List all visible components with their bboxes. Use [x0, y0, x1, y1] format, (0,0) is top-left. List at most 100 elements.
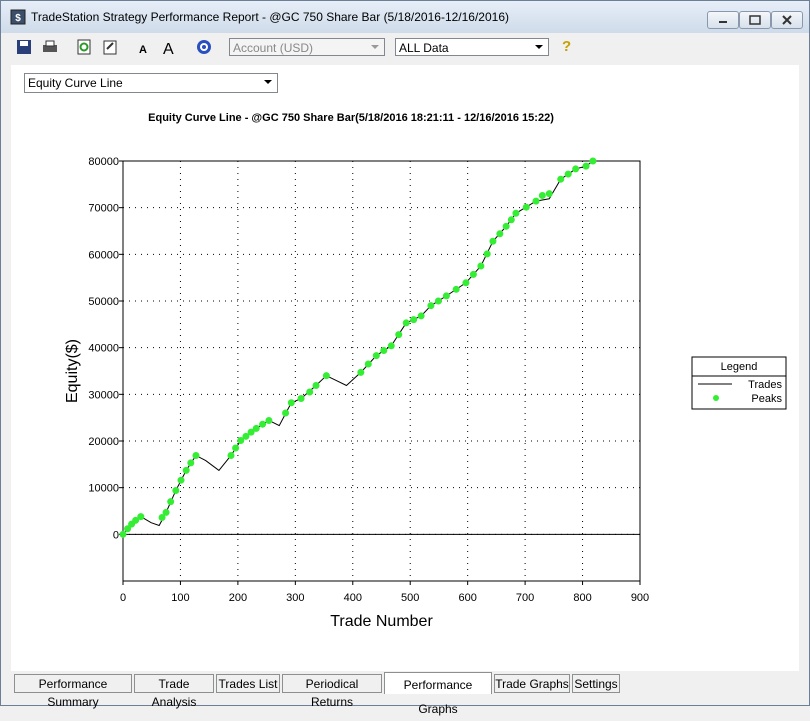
peak-point	[187, 459, 195, 467]
peak-point	[572, 165, 580, 173]
peak-point	[172, 486, 180, 494]
peak-point	[477, 262, 485, 270]
tab[interactable]: Settings	[572, 674, 620, 693]
peak-point	[410, 316, 418, 324]
x-tick-label: 100	[171, 592, 189, 604]
peak-point	[232, 444, 240, 452]
graph-type-text: Equity Curve Line	[28, 76, 123, 90]
peak-point	[177, 476, 185, 484]
tab[interactable]: Periodical Returns	[282, 674, 382, 709]
peak-point	[589, 157, 597, 165]
peak-point	[312, 381, 320, 389]
svg-text:$: $	[15, 13, 21, 24]
peak-point	[417, 312, 425, 320]
help-button[interactable]: ?	[562, 38, 572, 55]
legend-swatch	[713, 395, 719, 401]
legend-label: Trades	[748, 379, 782, 391]
peak-point	[496, 230, 504, 238]
peak-point	[132, 516, 140, 524]
x-tick-label: 800	[573, 592, 591, 604]
y-tick-label: 40000	[88, 343, 119, 355]
x-axis-label: Trade Number	[330, 613, 433, 630]
y-tick-label: 0	[113, 529, 119, 541]
y-tick-label: 30000	[88, 389, 119, 401]
account-combo[interactable]: Account (USD)	[229, 38, 385, 56]
peak-point	[162, 508, 170, 516]
svg-text:A: A	[139, 44, 147, 55]
print-button[interactable]	[41, 39, 59, 55]
minimize-button[interactable]	[707, 11, 739, 29]
window-title: TradeStation Strategy Performance Report…	[31, 10, 509, 24]
peak-point	[306, 388, 314, 396]
peak-point	[469, 270, 477, 278]
peak-point	[402, 319, 410, 327]
tab[interactable]: Trades List	[216, 674, 280, 693]
x-tick-label: 700	[516, 592, 534, 604]
peak-point	[124, 525, 132, 533]
peak-point	[259, 420, 267, 428]
chart-title: Equity Curve Line - @GC 750 Share Bar(5/…	[148, 112, 554, 124]
y-tick-label: 70000	[88, 203, 119, 215]
peak-point	[364, 360, 372, 368]
peak-point	[442, 292, 450, 300]
peak-point	[237, 437, 245, 445]
properties-button[interactable]	[101, 39, 119, 55]
toolbar: A A Account (USD) ALL Data ?	[7, 35, 803, 61]
y-tick-label: 60000	[88, 249, 119, 261]
peak-point	[538, 192, 546, 200]
peak-point	[522, 203, 530, 211]
peak-point	[265, 416, 273, 424]
peak-point	[395, 331, 403, 339]
peak-point	[387, 342, 395, 350]
font-smaller-button[interactable]: A	[135, 39, 153, 55]
legend-box	[691, 356, 787, 410]
peak-point	[167, 498, 175, 506]
x-tick-label: 400	[344, 592, 362, 604]
peak-point	[557, 175, 565, 183]
peak-point	[512, 209, 520, 217]
save-button[interactable]	[15, 39, 33, 55]
peak-point	[532, 197, 540, 205]
peak-point	[282, 409, 290, 417]
peak-point	[462, 279, 470, 287]
peak-point	[192, 451, 200, 459]
y-tick-label: 20000	[88, 436, 119, 448]
account-text: Account (USD)	[233, 41, 314, 55]
target-button[interactable]	[195, 39, 213, 55]
x-tick-label: 900	[631, 592, 649, 604]
peak-point	[137, 513, 145, 521]
legend-title: Legend	[721, 361, 758, 373]
graph-type-combo[interactable]: Equity Curve Line	[24, 73, 278, 93]
peak-point	[380, 346, 388, 354]
maximize-button[interactable]	[739, 11, 771, 29]
peak-point	[427, 302, 435, 310]
peak-point	[502, 222, 510, 230]
peak-point	[582, 162, 590, 170]
x-tick-label: 300	[286, 592, 304, 604]
graph-panel: Equity Curve Line - @GC 750 Share Bar(5/…	[11, 65, 799, 671]
peak-point	[372, 352, 380, 360]
title-bar: $ TradeStation Strategy Performance Repo…	[1, 1, 809, 33]
svg-text:A: A	[163, 41, 174, 55]
x-tick-label: 0	[120, 592, 126, 604]
font-larger-button[interactable]: A	[161, 39, 179, 55]
x-tick-label: 200	[229, 592, 247, 604]
peak-point	[489, 237, 497, 245]
peak-point	[357, 368, 365, 376]
range-combo[interactable]: ALL Data	[395, 38, 549, 56]
refresh-button[interactable]	[75, 39, 93, 55]
peak-point	[452, 285, 460, 293]
peak-point	[483, 250, 491, 258]
tab[interactable]: Performance Graphs	[384, 672, 492, 716]
tab[interactable]: Trade Graphs	[494, 674, 570, 693]
close-button[interactable]	[771, 11, 803, 29]
peak-point	[564, 170, 572, 178]
y-tick-label: 10000	[88, 483, 119, 495]
tab[interactable]: Trade Analysis	[134, 674, 214, 709]
plot-area	[122, 160, 641, 582]
peak-point	[247, 428, 255, 436]
tab[interactable]: Performance Summary	[14, 674, 132, 709]
legend-label: Peaks	[751, 393, 782, 405]
peak-point	[545, 190, 553, 198]
